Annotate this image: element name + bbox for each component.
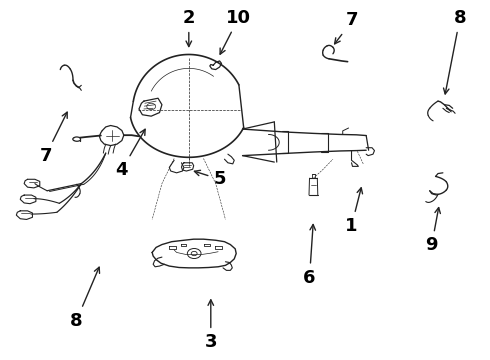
Text: 7: 7 [39,112,67,165]
Text: 4: 4 [116,129,145,179]
Text: 6: 6 [303,225,316,287]
Text: 7: 7 [335,12,359,44]
Text: 9: 9 [425,208,441,254]
Text: 1: 1 [345,188,363,235]
Text: 2: 2 [183,9,195,46]
Text: 8: 8 [443,9,466,94]
Text: 8: 8 [70,267,99,329]
Text: 5: 5 [195,170,226,188]
Text: 10: 10 [220,9,251,54]
Text: 3: 3 [204,300,217,351]
